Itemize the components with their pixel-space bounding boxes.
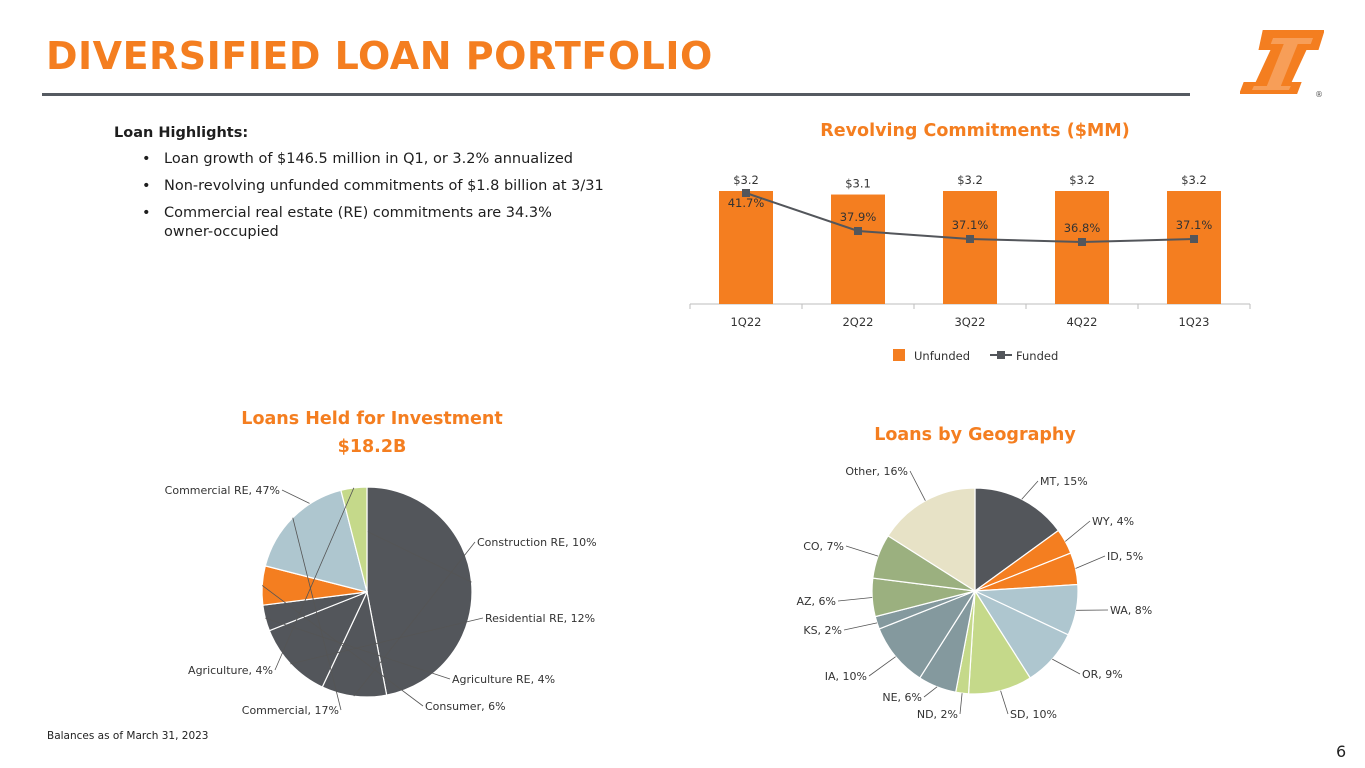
highlight-text: Commercial real estate (RE) commitments … (164, 205, 552, 240)
slice-label: ID, 5% (1107, 550, 1143, 563)
footnote: Balances as of March 31, 2023 (47, 730, 209, 742)
funded-data-label: 36.8% (1064, 221, 1101, 235)
geo-chart-title: Loans by Geography (874, 425, 1076, 445)
funded-data-label: 37.1% (1176, 218, 1213, 232)
highlights-heading: Loan Highlights: (114, 125, 249, 141)
bar-data-label: $3.2 (1069, 173, 1095, 187)
leader-line (843, 622, 878, 631)
slice-label: Consumer, 6% (425, 700, 506, 713)
bar-data-label: $3.2 (1181, 173, 1207, 187)
leader-line (353, 541, 476, 697)
leader-line (292, 517, 342, 711)
bar-unfunded (943, 191, 997, 304)
page-number: 6 (1336, 742, 1347, 761)
pie-slice (887, 487, 976, 593)
highlight-item: • Loan growth of $146.5 million in Q1, or… (114, 150, 604, 169)
funded-data-label: 41.7% (728, 196, 765, 210)
leader-line (261, 585, 424, 707)
funded-data-label: 37.9% (840, 210, 877, 224)
funded-point (742, 189, 750, 197)
x-tick-label: 2Q22 (842, 315, 873, 329)
legend-label-unfunded: Unfunded (914, 349, 970, 363)
pie-slice (340, 486, 368, 593)
page-title: DIVERSIFIED LOAN PORTFOLIO (46, 34, 713, 78)
slice-label: SD, 10% (1010, 708, 1057, 721)
revolving-chart-title: Revolving Commitments ($MM) (820, 121, 1130, 141)
leader-line (1021, 480, 1039, 500)
slice-label: Other, 16% (845, 465, 908, 478)
leader-line (909, 470, 926, 501)
highlight-item: • Non-revolving unfunded commitments of $… (114, 177, 604, 196)
bullet: • (142, 178, 151, 194)
x-tick-label: 3Q22 (954, 315, 985, 329)
leader-line (923, 686, 938, 698)
slice-label: ND, 2% (917, 708, 958, 721)
loan-highlights: Loan Highlights: • Loan growth of $146.5 … (114, 125, 604, 250)
bullet: • (142, 151, 151, 167)
leader-line (1065, 520, 1091, 542)
bar-unfunded (1055, 191, 1109, 304)
leader-line (290, 617, 484, 665)
highlight-text: Loan growth of $146.5 million in Q1, or … (164, 151, 573, 167)
x-tick-label: 4Q22 (1066, 315, 1097, 329)
logo-shape (1240, 30, 1324, 94)
leader-line (1075, 555, 1106, 569)
registered-mark: ® (1315, 90, 1323, 99)
slice-label: KS, 2% (803, 624, 842, 637)
funded-point (966, 235, 974, 243)
slice-label: NE, 6% (882, 691, 922, 704)
slice-label: Commercial RE, 47% (165, 484, 280, 497)
legend-marker-funded (997, 351, 1005, 359)
bar-unfunded (719, 191, 773, 304)
funded-point (854, 227, 862, 235)
revolving-commitments-chart: $3.2 1Q22 $3.1 2Q22 $3.2 3Q22 $3.2 4Q22 $3.2 1Q23… (689, 173, 1251, 363)
leader-line (868, 656, 896, 677)
funded-data-label: 37.1% (952, 218, 989, 232)
slice-label: WY, 4% (1092, 515, 1134, 528)
leader-line (265, 617, 451, 680)
slice-label: Agriculture RE, 4% (452, 673, 555, 686)
highlight-text: Non-revolving unfunded commitments of $1… (164, 178, 604, 194)
slice-label: AZ, 6% (796, 595, 836, 608)
slice-label: OR, 9% (1082, 668, 1123, 681)
highlights-list: • Loan growth of $146.5 million in Q1, or… (114, 150, 604, 242)
bar-data-label: $3.1 (845, 177, 871, 191)
highlight-item: • Commercial real estate (RE) commitments… (114, 204, 604, 242)
leader-line (959, 693, 963, 715)
lhi-chart-subtitle: $18.2B (337, 437, 407, 457)
bar-unfunded (831, 194, 885, 304)
logo-inner (1251, 38, 1314, 90)
bar-data-label: $3.2 (957, 173, 983, 187)
legend-swatch-unfunded (893, 349, 905, 361)
legend-label-funded: Funded (1016, 349, 1058, 363)
loans-held-pie: Commercial RE, 47% Construction RE, 10% Re… (165, 484, 597, 717)
slice-label: Residential RE, 12% (485, 612, 595, 625)
bar-unfunded (1167, 191, 1221, 304)
loans-geography-pie: MT, 15% WY, 4% ID, 5% WA, 8% OR, 9% SD, 10% ND… (796, 465, 1152, 721)
bullet: • (142, 205, 151, 221)
slice-label: WA, 8% (1110, 604, 1152, 617)
company-logo: ® (1240, 30, 1324, 99)
slice-label: IA, 10% (825, 670, 867, 683)
title-divider (42, 93, 1190, 96)
slice-label: CO, 7% (803, 540, 844, 553)
slice-label: MT, 15% (1040, 475, 1088, 488)
pie-slice (366, 486, 473, 696)
slice-label: Construction RE, 10% (477, 536, 597, 549)
leader-line (837, 597, 873, 602)
lhi-chart-title: Loans Held for Investment (241, 409, 503, 429)
x-tick-label: 1Q22 (730, 315, 761, 329)
x-tick-label: 1Q23 (1178, 315, 1209, 329)
leader-line (274, 487, 355, 671)
funded-point (1078, 238, 1086, 246)
slice-label: Agriculture, 4% (188, 664, 273, 677)
leader-line (1000, 690, 1009, 715)
funded-point (1190, 235, 1198, 243)
leader-line (845, 545, 879, 557)
leader-line (1052, 658, 1081, 675)
bar-data-label: $3.2 (733, 173, 759, 187)
slice-label: Commercial, 17% (242, 704, 339, 717)
